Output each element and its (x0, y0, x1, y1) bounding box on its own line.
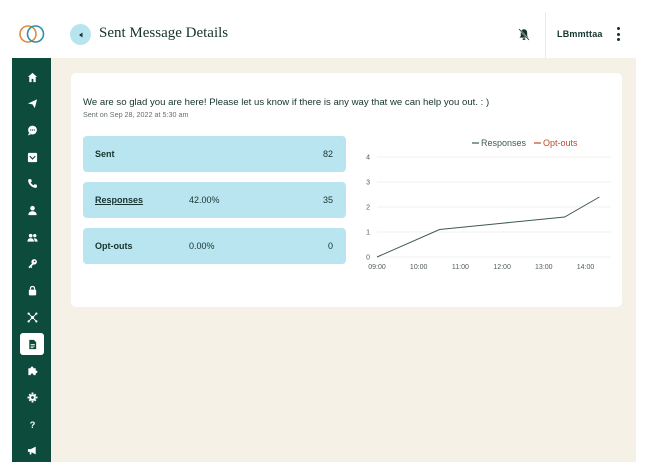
group-icon (26, 233, 38, 242)
person-icon (27, 205, 37, 216)
y-tick-label: 2 (366, 205, 370, 212)
x-tick-label: 11:00 (452, 264, 469, 271)
y-tick-label: 4 (366, 155, 370, 162)
home-icon (27, 72, 37, 82)
sidebar-item-gear[interactable] (20, 386, 44, 408)
sidebar-item-group[interactable] (20, 226, 44, 248)
sidebar-item-lock[interactable] (20, 280, 44, 302)
series-line-responses (376, 196, 600, 258)
lock-icon (28, 285, 36, 296)
sidebar-item-home[interactable] (20, 66, 44, 88)
more-options-icon[interactable] (613, 26, 623, 42)
back-arrow-icon (78, 32, 82, 37)
stat-responses-percent: 42.00% (189, 195, 220, 205)
top-bar: Sent Message Details LBmmttaa (51, 12, 636, 58)
megaphone-icon (27, 446, 36, 455)
sidebar-item-document[interactable] (20, 333, 44, 355)
sidebar-item-network[interactable] (20, 306, 44, 328)
chat-bubble-icon (27, 125, 37, 136)
message-details-card: We are so glad you are here! Please let … (71, 73, 622, 307)
sidebar-item-megaphone[interactable] (20, 440, 44, 462)
stat-responses: Responses 42.00% 35 (83, 182, 346, 218)
sidebar: ? (12, 12, 51, 462)
user-name[interactable]: LBmmttaa (557, 29, 603, 39)
send-icon (27, 99, 37, 109)
inbox-icon (27, 152, 37, 162)
sent-timestamp: Sent on Sep 28, 2022 at 5:30 am (83, 110, 189, 119)
x-tick-label: 10:00 (410, 264, 428, 271)
responses-link[interactable]: Responses (95, 195, 144, 205)
stat-sent-count: 82 (322, 149, 333, 159)
sidebar-item-puzzle[interactable] (20, 360, 44, 382)
puzzle-icon (27, 366, 37, 376)
gear-icon (26, 392, 38, 403)
notifications-off-icon[interactable] (518, 28, 530, 41)
sidebar-item-inbox[interactable] (20, 146, 44, 168)
legend-label-responses: Responses (481, 138, 527, 148)
y-tick-label: 0 (366, 255, 370, 262)
sidebar-item-chat-bubble[interactable] (20, 119, 44, 141)
stat-responses-count: 35 (322, 195, 333, 205)
brand-logo[interactable] (19, 24, 45, 44)
stat-optouts-count: 0 (327, 241, 333, 251)
y-tick-label: 1 (366, 230, 370, 237)
legend-label-opt-outs: Opt-outs (543, 138, 578, 148)
sidebar-item-person[interactable] (20, 200, 44, 222)
back-button[interactable] (70, 24, 91, 45)
x-tick-label: 13:00 (535, 264, 553, 271)
header-divider (545, 12, 546, 58)
y-tick-label: 3 (366, 180, 370, 187)
document-icon (28, 339, 36, 349)
sidebar-item-phone[interactable] (20, 173, 44, 195)
x-tick-label: 12:00 (493, 264, 511, 271)
x-tick-label: 14:00 (577, 264, 595, 271)
phone-icon (27, 179, 37, 189)
stat-optouts: Opt-outs 0.00% 0 (83, 228, 346, 264)
stat-sent: Sent 82 (83, 136, 346, 172)
stat-optouts-label: Opt-outs (95, 241, 133, 251)
stat-optouts-percent: 0.00% (189, 241, 215, 251)
sidebar-item-help[interactable]: ? (20, 413, 44, 435)
responses-chart: 0 1 2 3 4 09:00 10:00 11:00 12:00 13:00 14:00 Respo… (366, 138, 611, 271)
network-icon (27, 312, 37, 323)
app-window: ? Sent Message Details LBmmttaa We are s… (12, 12, 636, 462)
svg-text:?: ? (29, 420, 35, 430)
key-icon (27, 259, 37, 269)
page-title: Sent Message Details (99, 25, 229, 41)
sidebar-item-key[interactable] (20, 253, 44, 275)
help-icon: ? (29, 420, 35, 430)
stat-sent-label: Sent (95, 149, 115, 159)
sidebar-item-send[interactable] (20, 93, 44, 115)
message-text: We are so glad you are here! Please let … (83, 97, 490, 108)
x-tick-label: 09:00 (368, 264, 386, 271)
logo-area (12, 12, 51, 58)
